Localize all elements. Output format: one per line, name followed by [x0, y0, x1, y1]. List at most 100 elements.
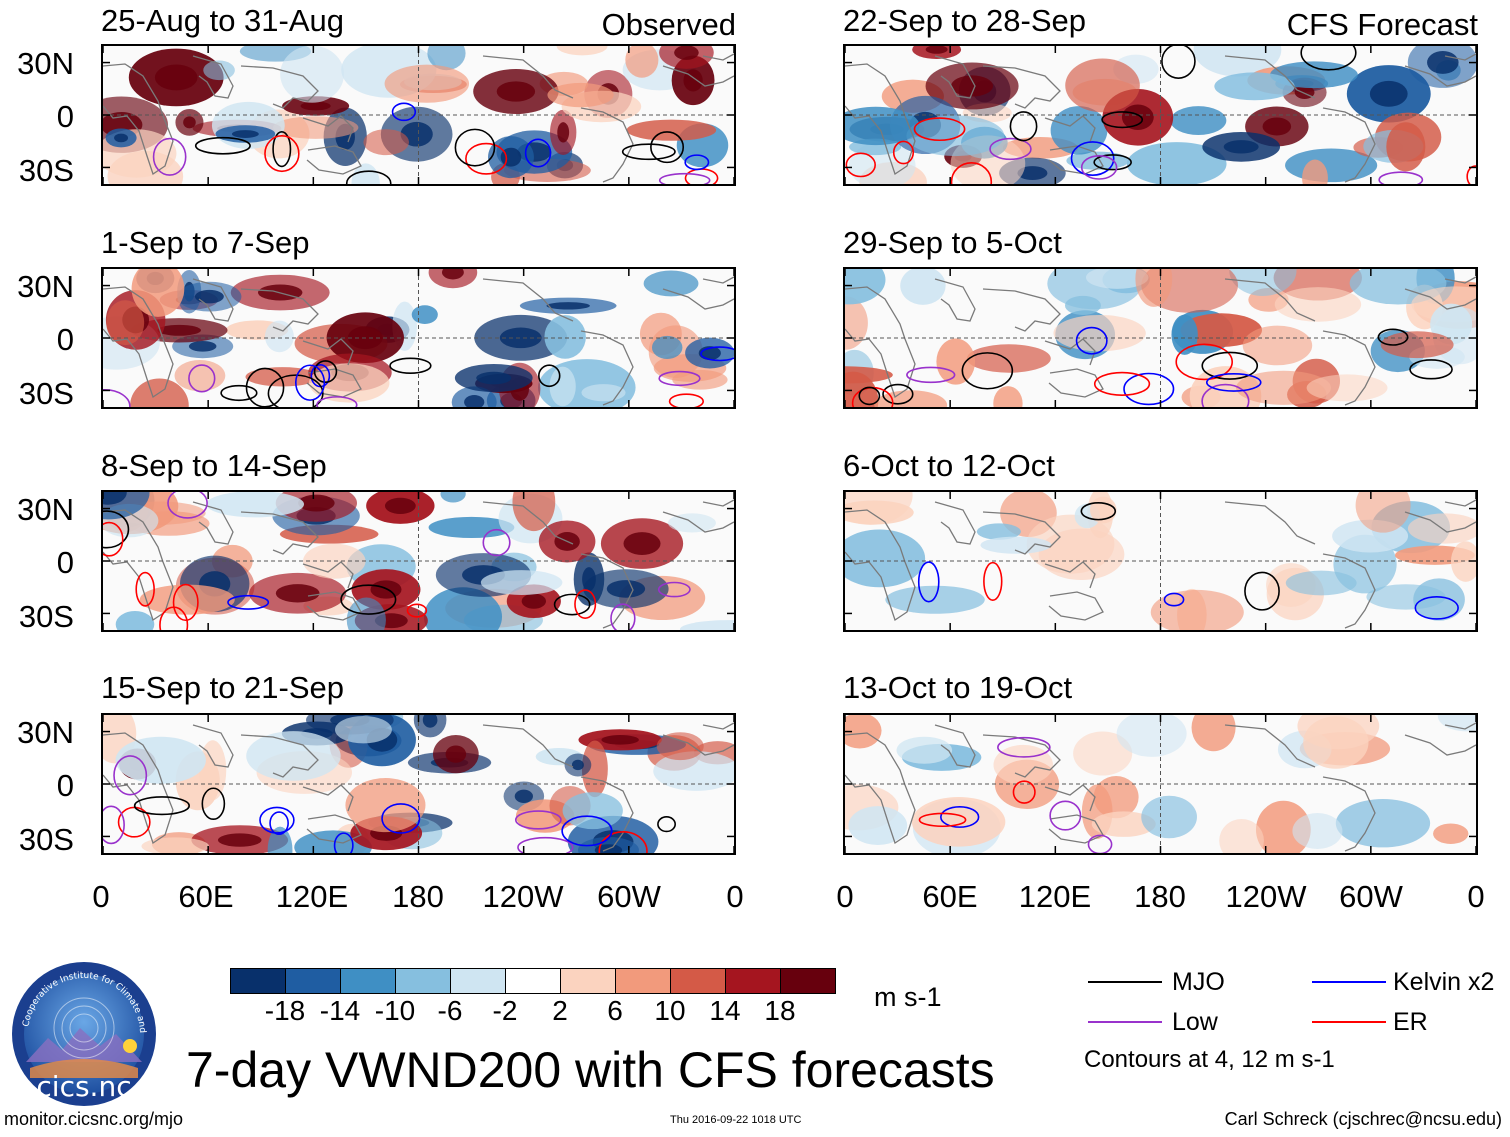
coastline [1044, 338, 1096, 366]
anomaly-blob [845, 715, 882, 749]
panel-title-right-2: 29-Sep to 5-Oct [843, 225, 1062, 260]
coastlines [103, 276, 734, 406]
anomaly-blob [334, 716, 392, 744]
wave-contour [1049, 800, 1082, 831]
colorbar-swatch [670, 968, 726, 994]
coastline [845, 63, 916, 176]
anomaly-blob [1302, 159, 1328, 184]
xlabel-right-120w: 120W [1225, 879, 1307, 914]
anomaly-blob [1335, 799, 1431, 848]
anomaly-core [674, 46, 699, 60]
wave-contour [657, 581, 691, 598]
footer-url[interactable]: monitor.cicsnc.org/mjo [4, 1109, 184, 1129]
coastline [1322, 776, 1376, 852]
coastline [580, 776, 634, 852]
anomaly-core [499, 327, 542, 349]
coastline [302, 338, 354, 366]
wave-contour [668, 393, 705, 407]
coastline [934, 501, 976, 545]
wave-contour [340, 584, 397, 615]
anomaly-core [925, 46, 948, 54]
anomaly-field [103, 46, 729, 184]
anomaly-blob [1433, 823, 1469, 844]
legend-note: Contours at 4, 12 m s-1 [1084, 1046, 1335, 1073]
anomaly-blob [845, 500, 914, 525]
map-panel-left-3 [101, 490, 736, 632]
anomaly-core [370, 580, 402, 599]
anomaly-blob [264, 320, 294, 353]
coastline [982, 511, 1061, 555]
wave-contour [482, 528, 511, 557]
coastline [1322, 553, 1376, 629]
anomaly-core [521, 593, 547, 609]
colorbar-label: 2 [552, 995, 568, 1026]
coastline [103, 732, 174, 845]
colorbar-swatch [340, 968, 396, 994]
anomaly-blob [911, 797, 1006, 847]
wave-contour [684, 154, 710, 171]
coastline [1444, 276, 1476, 284]
anomaly-core [571, 759, 584, 771]
anomaly-field [845, 46, 1476, 184]
anomaly-blob [656, 732, 704, 761]
wave-contours [918, 736, 1113, 853]
legend-line-mjo [1088, 981, 1162, 983]
panel-title-right-3: 6-Oct to 12-Oct [843, 448, 1055, 483]
anomaly-core [445, 745, 467, 763]
anomaly-blob [1093, 775, 1139, 819]
anomaly-blob [1171, 314, 1198, 355]
map-field-right-1 [845, 46, 1476, 184]
anomaly-core [441, 269, 464, 280]
anomaly-blob [1191, 715, 1236, 752]
anomaly-blob [900, 269, 946, 305]
anomaly-field [103, 715, 734, 853]
anomaly-blob [845, 529, 926, 588]
map-field-right-4 [845, 715, 1476, 853]
coastline [934, 724, 976, 768]
anomaly-blob [1274, 287, 1362, 322]
anomaly-core [300, 101, 331, 111]
coastline [1404, 734, 1476, 756]
map-panel-left-1 [101, 44, 736, 186]
anomaly-field [845, 269, 1476, 407]
anomaly-core [1262, 117, 1292, 136]
anomaly-blob [427, 46, 466, 71]
colorbar-label: -6 [437, 995, 463, 1026]
wave-contour [514, 810, 562, 830]
anomaly-core [103, 492, 127, 505]
coastline [306, 368, 362, 398]
coastline [1444, 722, 1476, 730]
anomaly-blob [206, 492, 305, 518]
wave-contour [1123, 372, 1175, 406]
figure-title: 7-day VWND200 with CFS forecasts [186, 1042, 995, 1098]
coastline [662, 734, 734, 756]
colorbar-label: 10 [654, 995, 686, 1026]
anomaly-core [476, 371, 512, 385]
wave-contour [517, 836, 574, 853]
wave-contour [621, 143, 676, 161]
coastline [1322, 107, 1376, 183]
legend-line-kelvin [1312, 981, 1386, 983]
coastline [240, 65, 319, 109]
coastline [1048, 591, 1104, 621]
coastline [192, 278, 234, 322]
footer-author: Carl Schreck (cjschrec@ncsu.edu) [1224, 1109, 1502, 1129]
xlabel-right-60e: 60E [922, 879, 978, 914]
anomaly-blob [1091, 811, 1156, 837]
colorbar-label: 18 [764, 995, 796, 1026]
anomaly-blob [1170, 106, 1227, 135]
xlabel-left-0: 0 [92, 879, 110, 914]
wave-contour [858, 386, 881, 406]
anomaly-blob [345, 778, 426, 833]
colorbar-units: m s-1 [874, 982, 942, 1012]
anomaly-blob [1126, 142, 1227, 184]
anomaly-core [601, 735, 639, 745]
coastline [1404, 65, 1476, 87]
xlabel-left-60w: 60W [597, 879, 661, 914]
anomaly-blob [1064, 295, 1101, 316]
colorbar-label: -10 [374, 995, 416, 1026]
wave-contour [1161, 46, 1196, 79]
anomaly-blob [980, 536, 1052, 554]
forecast-label: CFS Forecast [1286, 7, 1478, 42]
coastline [702, 499, 734, 507]
